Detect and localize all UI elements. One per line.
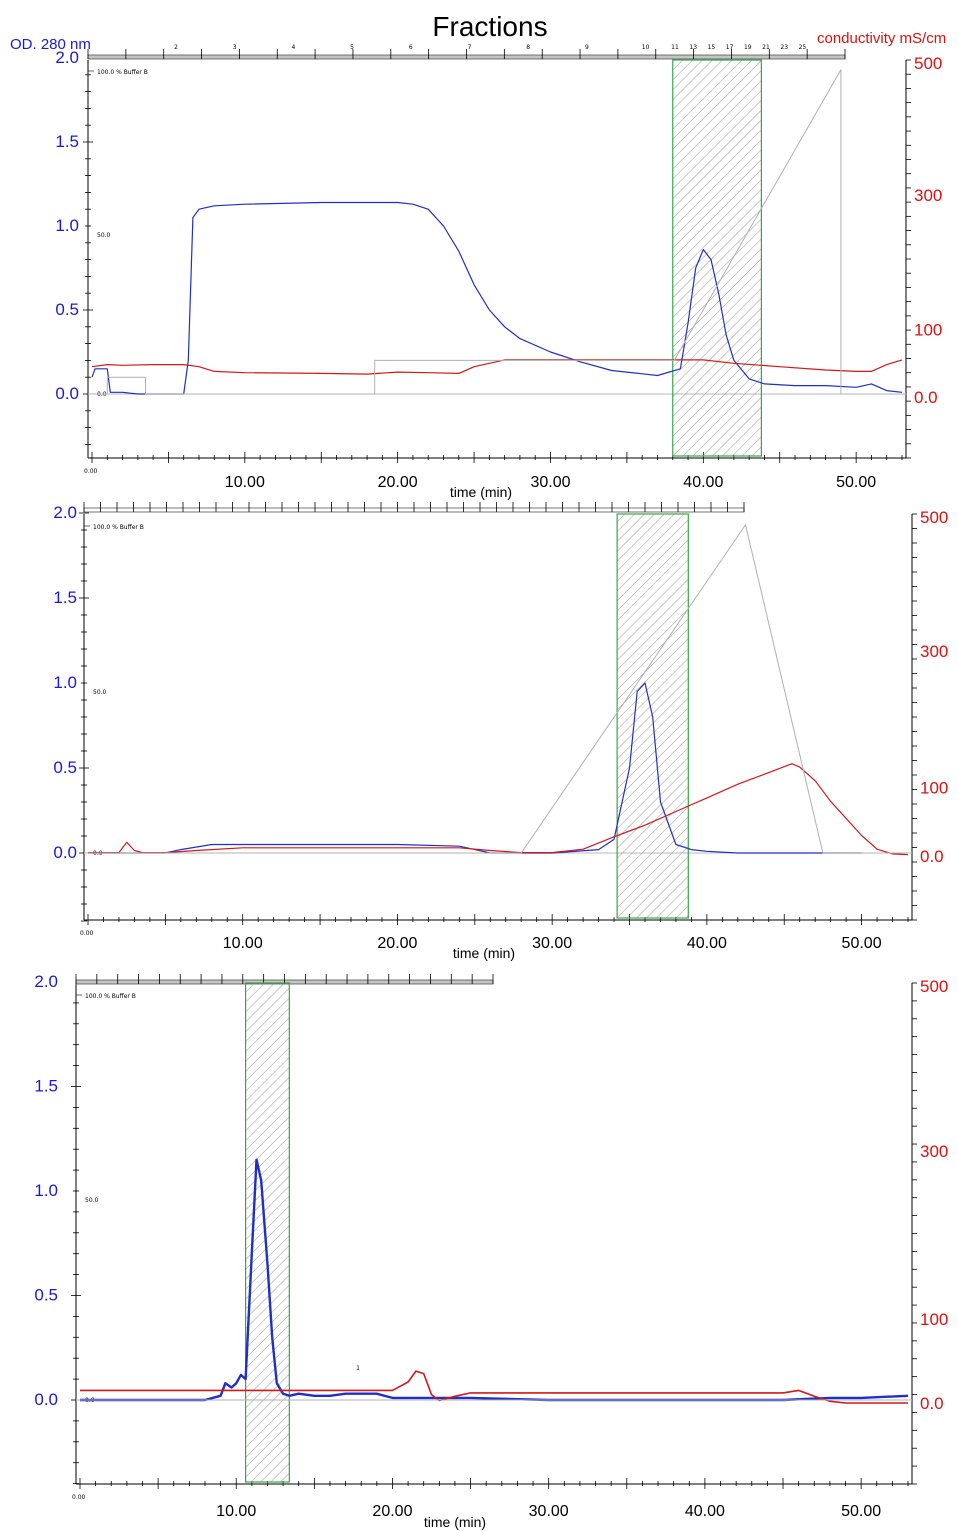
- chart-panel-1: 2 3 4 5 6 7 8 9 10 11 13 15 17 19 21 23 250.00.51.01.52.…: [55, 44, 942, 500]
- buffer-b-label: 100.0 % Buffer B: [97, 69, 148, 76]
- y2-tick-label: 300: [920, 642, 948, 661]
- right-axis-label: conductivity mS/cm: [817, 30, 946, 47]
- x-tick-label: 30.00: [532, 935, 572, 952]
- chart-panel-2: 0.0 0.5 1.0 1.5 2.0 0.0 100 300 500 0.00 10.00 20.0…: [53, 502, 948, 961]
- y2-tick-label: 500: [920, 508, 948, 527]
- buffer-50-label: 50.0: [85, 1197, 99, 1204]
- y-tick-label: 2.0: [34, 972, 58, 991]
- fraction-number-label: 8: [526, 44, 530, 51]
- fraction-number-label: 21: [762, 44, 770, 51]
- x-tick-label: 40.00: [683, 474, 723, 491]
- fraction-number-label: 6: [409, 44, 413, 51]
- chart-panel-3: 0.0 0.5 1.0 1.5 2.0 0.0 100 300 500 0.00 10.00 20.0…: [34, 972, 948, 1530]
- y-tick-label: 0.5: [53, 758, 77, 777]
- x-tick-label: 50.00: [836, 474, 876, 491]
- x-tick-label: 30.00: [529, 1503, 569, 1520]
- y-tick-label: 1.0: [53, 673, 77, 692]
- fraction-number-label: 9: [585, 44, 589, 51]
- buffer-50-label: 50.0: [93, 689, 107, 696]
- fraction-number-label: 10: [642, 44, 650, 51]
- fraction-window: [672, 59, 762, 457]
- y2-tick-label: 300: [914, 186, 942, 205]
- x-tick-label: 20.00: [378, 474, 418, 491]
- y-tick-label: 1.0: [55, 216, 79, 235]
- gradient-series-line: [88, 524, 908, 854]
- buffer-b-label: 100.0 % Buffer B: [93, 524, 144, 531]
- y2-tick-label: 0.0: [914, 388, 938, 407]
- fraction-number-label: 23: [780, 44, 788, 51]
- y2-tick-label: 500: [914, 54, 942, 73]
- x-tick-label: 50.00: [841, 1503, 881, 1520]
- y-tick-label: 0.5: [34, 1286, 58, 1305]
- x-tick-label: 40.00: [685, 1503, 725, 1520]
- x-tick-label: 10.00: [225, 474, 265, 491]
- absorbance-series-line: [80, 1158, 909, 1402]
- fraction-number-label: 25: [799, 44, 807, 51]
- absorbance-series-line: [91, 201, 903, 395]
- plots: 2 3 4 5 6 7 8 9 10 11 13 15 17 19 21 23 250.00.51.01.52.…: [34, 44, 948, 1530]
- conductivity-series-line: [80, 1370, 908, 1404]
- fraction-number-label: 5: [350, 44, 354, 51]
- fraction-number-label: 2: [174, 44, 178, 51]
- fraction-number-label: 15: [708, 44, 716, 51]
- buffer-b-label: 100.0 % Buffer B: [85, 993, 136, 1000]
- fraction-number-label: 3: [233, 44, 237, 51]
- y2-tick-label: 500: [920, 977, 948, 996]
- x-tick-label: 0.00: [84, 468, 98, 475]
- x-axis-title: time (min): [424, 1514, 486, 1530]
- buffer-50-label: 50.0: [97, 232, 111, 239]
- y-tick-label: 0.0: [55, 384, 79, 403]
- x-tick-label: 0.00: [80, 930, 94, 937]
- x-tick-label: 20.00: [372, 1503, 412, 1520]
- fraction-number-label: 4: [291, 44, 295, 51]
- y2-tick-label: 0.0: [920, 847, 944, 866]
- fraction-number-label: 17: [726, 44, 734, 51]
- y2-tick-label: 100: [920, 1310, 948, 1329]
- x-axis-title: time (min): [450, 484, 512, 500]
- conductivity-series-line: [91, 359, 903, 375]
- conductivity-series-line: [88, 763, 909, 856]
- x-tick-label: 40.00: [687, 935, 727, 952]
- fraction-number-label: 19: [744, 44, 752, 51]
- fraction-number-label: 13: [689, 44, 697, 51]
- y-tick-label: 1.5: [53, 588, 77, 607]
- x-axis-title: time (min): [453, 945, 515, 961]
- y2-tick-label: 100: [920, 779, 948, 798]
- y2-tick-label: 100: [914, 321, 942, 340]
- left-axis-label: OD. 280 nm: [10, 36, 91, 53]
- y-tick-label: 0.5: [55, 300, 79, 319]
- x-tick-label: 10.00: [223, 935, 263, 952]
- gradient-series-line: [92, 69, 902, 395]
- x-tick-label: 30.00: [530, 474, 570, 491]
- y-tick-label: 1.5: [55, 132, 79, 151]
- marker-label: 1: [356, 1365, 360, 1372]
- figure-title: Fractions: [432, 11, 547, 42]
- fraction-number-label: 11: [671, 44, 679, 51]
- y-tick-label: 2.0: [55, 48, 79, 67]
- x-tick-label: 0.00: [72, 1494, 86, 1501]
- y2-tick-label: 0.0: [920, 1394, 944, 1413]
- y-tick-label: 0.0: [34, 1390, 58, 1409]
- y-tick-label: 1.5: [34, 1077, 58, 1096]
- x-tick-label: 10.00: [216, 1503, 256, 1520]
- x-tick-label: 50.00: [842, 935, 882, 952]
- fraction-number-label: 7: [468, 44, 472, 51]
- y2-tick-label: 300: [920, 1142, 948, 1161]
- x-tick-label: 20.00: [377, 935, 417, 952]
- y-tick-label: 1.0: [34, 1181, 58, 1200]
- y-tick-label: 0.0: [53, 843, 77, 862]
- y-tick-label: 2.0: [53, 503, 77, 522]
- absorbance-series-line: [88, 682, 862, 854]
